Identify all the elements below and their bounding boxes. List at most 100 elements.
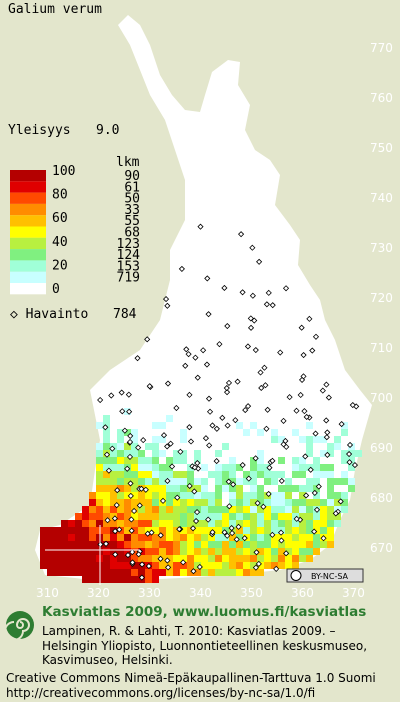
occurrence-cell [292, 464, 299, 471]
observation-marker [286, 394, 293, 401]
occurrence-cell [222, 471, 229, 478]
occurrence-cell [131, 534, 138, 541]
occurrence-cell [180, 534, 187, 541]
observation-marker [102, 540, 110, 547]
observation-marker [221, 529, 228, 536]
occurrence-cell [75, 548, 82, 555]
occurrence-cell [299, 492, 306, 499]
observation-marker [249, 292, 256, 299]
occurrence-cell [257, 569, 264, 576]
observation-marker [128, 527, 135, 534]
occurrence-cell [341, 506, 348, 513]
observation-marker [116, 526, 123, 533]
occurrence-cell [124, 562, 131, 569]
occurrence-cell [166, 569, 173, 576]
legend-count: 68 [124, 226, 140, 241]
observation-marker [165, 564, 172, 571]
occurrence-cell [180, 436, 187, 443]
occurrence-cell [278, 499, 285, 506]
occurrence-cell [166, 506, 173, 513]
occurrence-cell [236, 562, 243, 569]
occurrence-cell [236, 555, 243, 562]
occurrence-cell [96, 520, 103, 527]
occurrence-cell [264, 520, 271, 527]
occurrence-cell [75, 541, 82, 548]
occurrence-cell [173, 471, 180, 478]
count-header: lkm [116, 155, 140, 170]
occurrence-cell [138, 457, 145, 464]
occurrence-cell [82, 541, 89, 548]
occurrence-cell [117, 478, 124, 485]
occurrence-cell [208, 541, 215, 548]
observation-marker [239, 461, 246, 469]
occurrence-cell [103, 443, 110, 450]
occurrence-cell [89, 513, 96, 520]
occurrence-cell [201, 527, 208, 534]
observation-marker [269, 302, 276, 309]
observation-marker [324, 429, 331, 436]
observation-marker [146, 383, 153, 390]
occurrence-cell [145, 478, 152, 485]
observation-count: 784 [113, 307, 137, 322]
occurrence-cell [103, 415, 110, 422]
observation-marker [269, 531, 276, 538]
occurrence-cell [180, 499, 187, 506]
legend-count: 124 [117, 248, 141, 263]
observation-marker [124, 552, 132, 559]
occurrence-cell [201, 534, 208, 541]
occurrence-cell [117, 485, 124, 492]
observation-marker [244, 343, 252, 350]
occurrence-cell [271, 478, 278, 485]
occurrence-cell [250, 513, 257, 520]
occurrence-cell [152, 464, 159, 471]
occurrence-cell [138, 569, 145, 576]
occurrence-cell [264, 548, 271, 555]
occurrence-cell [117, 520, 124, 527]
occurrence-cell [292, 471, 299, 478]
occurrence-cell [131, 471, 138, 478]
observation-marker [346, 459, 353, 466]
observation-marker [127, 480, 134, 487]
occurrence-cell [103, 576, 110, 583]
occurrence-cell [348, 457, 355, 464]
occurrence-cell [103, 499, 110, 506]
observation-marker [191, 488, 198, 495]
occurrence-cell [243, 506, 250, 513]
northing-label: 700 [370, 391, 393, 405]
occurrence-cell [327, 450, 334, 457]
observation-marker [213, 425, 220, 432]
occurrence-cell [159, 471, 166, 478]
occurrence-cell [243, 569, 250, 576]
occurrence-cell [236, 541, 243, 548]
occurrence-cell [138, 471, 145, 478]
observation-marker [109, 445, 116, 452]
observation-marker [190, 568, 197, 575]
occurrence-cell [187, 548, 194, 555]
occurrence-cell [257, 471, 264, 478]
occurrence-cell [271, 429, 278, 436]
occurrence-cell [117, 492, 124, 499]
easting-label: 340 [189, 586, 212, 600]
occurrence-cell [180, 527, 187, 534]
occurrence-cell [187, 499, 194, 506]
occurrence-cell [257, 457, 264, 464]
occurrence-cell [313, 499, 320, 506]
occurrence-cell [138, 478, 145, 485]
observation-marker [164, 380, 172, 387]
occurrence-cell [103, 548, 110, 555]
occurrence-cell [299, 485, 306, 492]
occurrence-cell [180, 492, 187, 499]
occurrence-cell [201, 464, 208, 471]
occurrence-cell [166, 499, 173, 506]
occurrence-cell [194, 569, 201, 576]
occurrence-cell [243, 520, 250, 527]
observation-marker [309, 347, 316, 354]
occurrence-cell [271, 520, 278, 527]
occurrence-cell [96, 464, 103, 471]
observation-marker [206, 442, 213, 449]
occurrence-cell [124, 471, 131, 478]
occurrence-cell [250, 492, 257, 499]
observation-marker [196, 563, 203, 571]
occurrence-cell [117, 576, 124, 583]
occurrence-cell [145, 555, 152, 562]
